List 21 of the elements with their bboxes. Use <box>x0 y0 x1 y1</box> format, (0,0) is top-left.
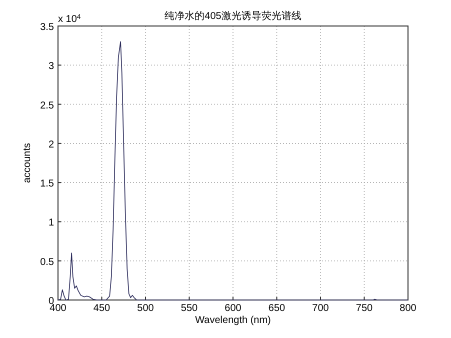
x-axis-title: Wavelength (nm) <box>195 315 271 326</box>
text: x 10$^{4}$ <box>58 14 81 25</box>
x-tick-label: 500 <box>137 303 154 314</box>
x-tick-label: 650 <box>268 303 286 314</box>
y-tick-label: 2 <box>48 139 54 150</box>
x-tick-label: 550 <box>180 303 198 314</box>
line-series <box>58 41 408 300</box>
y-tick-label: 3.5 <box>40 22 54 33</box>
x-tick-label: 800 <box>400 303 417 314</box>
x-tick-label: 400 <box>50 303 67 314</box>
y-tick-label: 3 <box>48 61 54 72</box>
y-axis-title: accounts <box>22 142 33 184</box>
x-tick-label: 750 <box>356 303 374 314</box>
y-tick-label: 1 <box>48 218 54 229</box>
y-tick-label: 2.5 <box>40 100 54 112</box>
x-tick-label: 450 <box>93 303 111 314</box>
chart-title: 纯净水的405激光诱导荧光谱线 <box>164 10 302 22</box>
x-tick-label: 600 <box>224 303 242 314</box>
y-tick-label: 1.5 <box>40 178 54 190</box>
y-tick-label: 0.5 <box>40 256 54 268</box>
x-tick-label: 700 <box>312 303 330 314</box>
